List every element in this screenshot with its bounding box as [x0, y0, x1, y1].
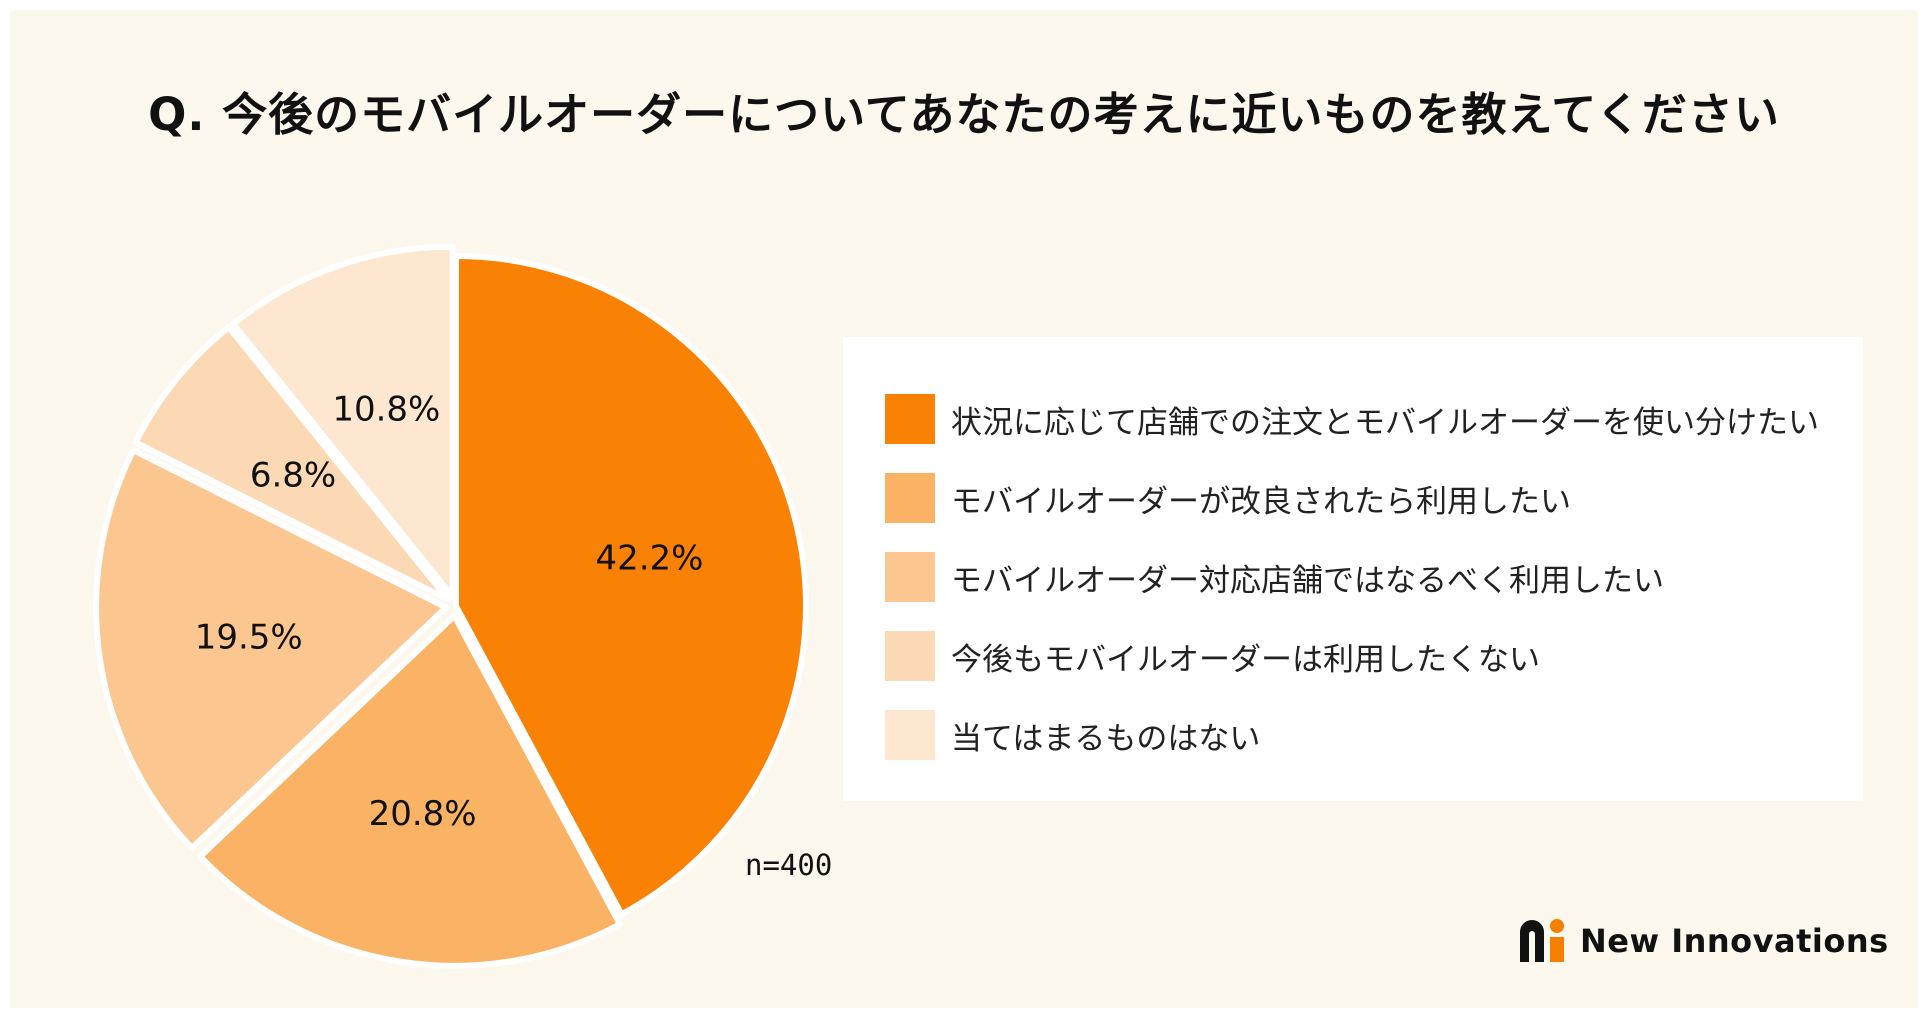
chart-title: Q. 今後のモバイルオーダーについてあなたの考えに近いものを教えてください [148, 88, 1780, 141]
legend-label-0: 状況に応じて店舗での注文とモバイルオーダーを使い分けたい [951, 404, 1819, 441]
legend-item-1: モバイルオーダーが改良されたら利用したい [885, 472, 1571, 524]
legend-label-1: モバイルオーダーが改良されたら利用したい [951, 483, 1571, 520]
pie-slice-0 [453, 253, 809, 918]
legend-swatch-1 [885, 473, 935, 523]
brand-name: New Innovations [1580, 922, 1889, 960]
legend: 状況に応じて店舗での注文とモバイルオーダーを使い分けたい モバイルオーダーが改良さ… [843, 337, 1863, 801]
slice-value-label-4: 10.8% [332, 389, 440, 429]
legend-item-3: 今後もモバイルオーダーは利用したくない [885, 630, 1540, 682]
slice-value-label-2: 19.5% [195, 617, 303, 657]
pie-slice-3 [132, 324, 452, 603]
legend-label-3: 今後もモバイルオーダーは利用したくない [951, 641, 1540, 678]
legend-swatch-2 [885, 552, 935, 602]
ni-logo-icon [1520, 919, 1564, 962]
legend-swatch-3 [885, 631, 935, 681]
legend-item-0: 状況に応じて店舗での注文とモバイルオーダーを使い分けたい [885, 393, 1819, 445]
legend-item-4: 当てはまるものはない [885, 709, 1260, 761]
legend-label-4: 当てはまるものはない [951, 720, 1261, 757]
legend-swatch-0 [885, 394, 935, 444]
pie-slice-2 [93, 447, 450, 852]
slice-value-label-3: 6.8% [250, 455, 336, 495]
sample-size-label: n=400 [745, 848, 833, 882]
legend-item-2: モバイルオーダー対応店舗ではなるべく利用したい [885, 551, 1664, 603]
slice-value-label-0: 42.2% [595, 538, 703, 578]
legend-swatch-4 [885, 710, 935, 760]
pie-slice-1 [197, 612, 623, 969]
legend-label-2: モバイルオーダー対応店舗ではなるべく利用したい [951, 562, 1664, 599]
slice-value-label-1: 20.8% [369, 794, 477, 834]
pie-slice-4 [230, 243, 456, 600]
brand-logo: New Innovations [1518, 918, 1889, 964]
